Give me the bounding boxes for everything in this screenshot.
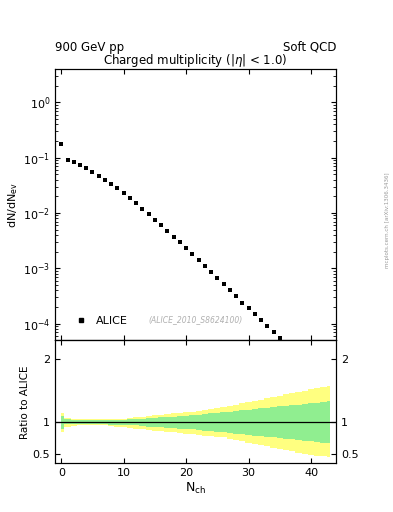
Legend: ALICE: ALICE	[66, 312, 131, 329]
Title: Charged multiplicity (|$\eta$| < 1.0): Charged multiplicity (|$\eta$| < 1.0)	[103, 52, 288, 69]
Y-axis label: Ratio to ALICE: Ratio to ALICE	[20, 365, 30, 438]
X-axis label: N$_{\mathsf{ch}}$: N$_{\mathsf{ch}}$	[185, 481, 206, 496]
Text: Soft QCD: Soft QCD	[283, 41, 336, 54]
Text: mcplots.cern.ch [arXiv:1306.3436]: mcplots.cern.ch [arXiv:1306.3436]	[385, 173, 389, 268]
Text: (ALICE_2010_S8624100): (ALICE_2010_S8624100)	[149, 315, 242, 324]
Y-axis label: dN/dN$_{\mathsf{ev}}$: dN/dN$_{\mathsf{ev}}$	[6, 182, 20, 227]
Text: 900 GeV pp: 900 GeV pp	[55, 41, 124, 54]
